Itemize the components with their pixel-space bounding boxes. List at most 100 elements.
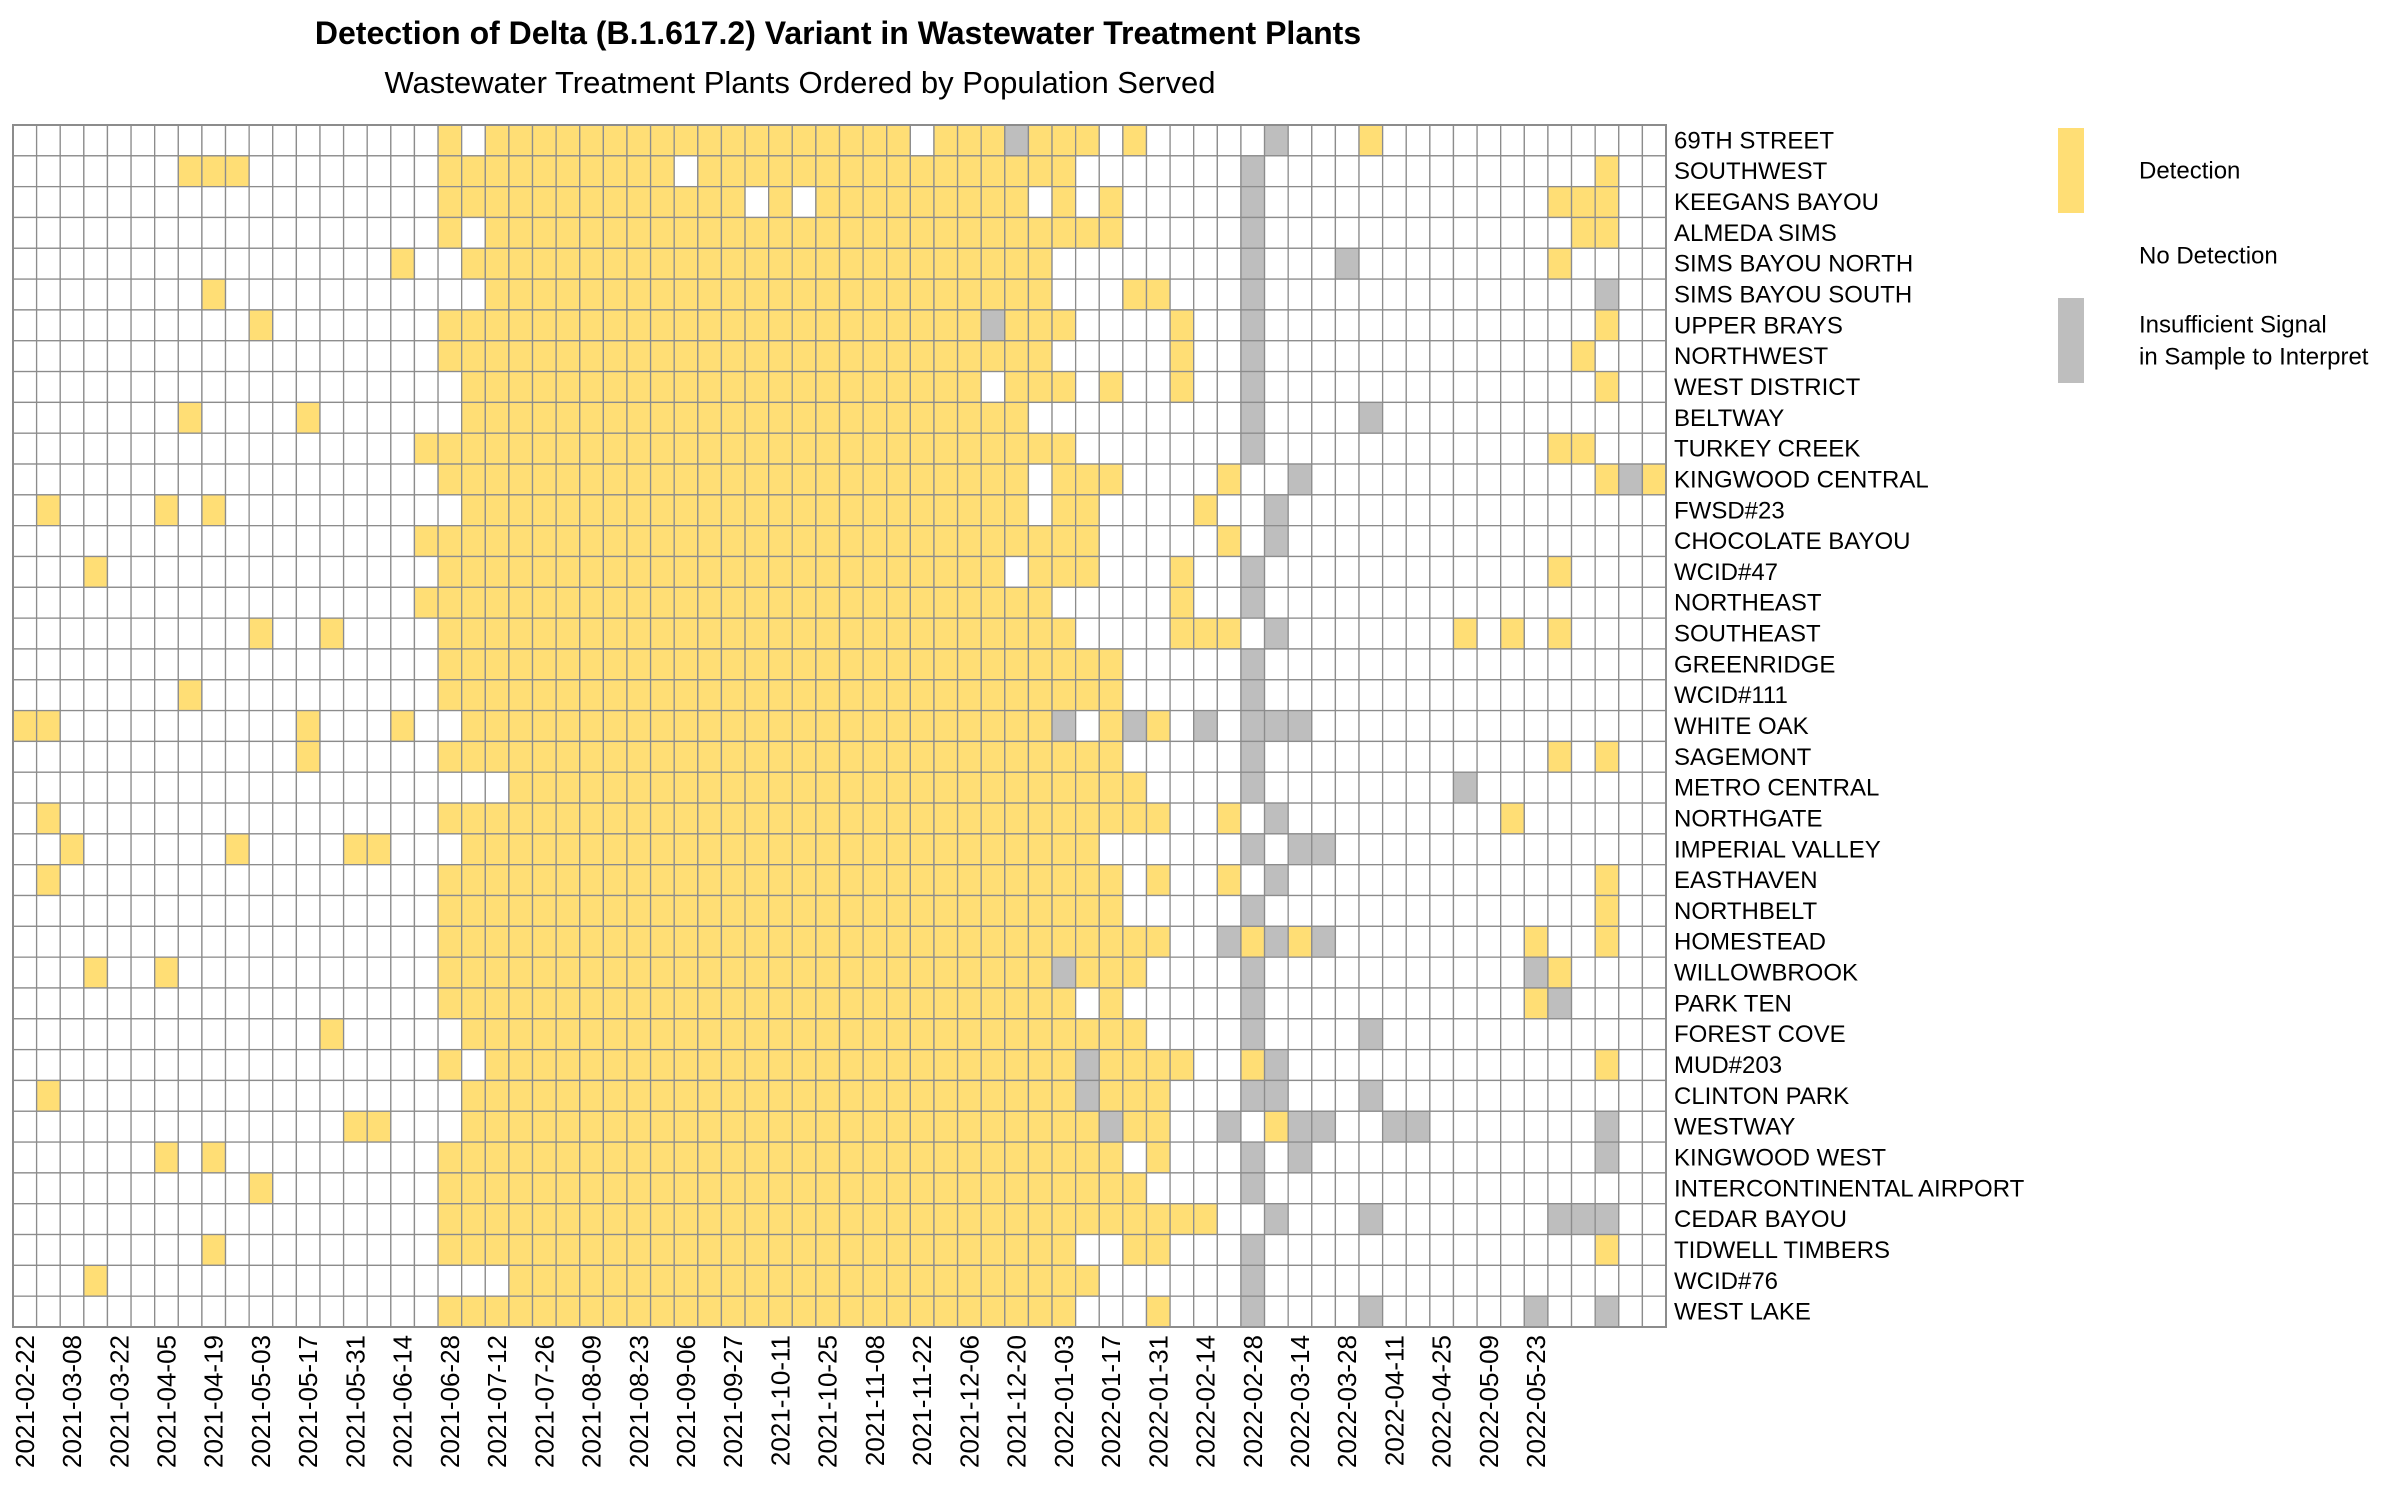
heatmap-cell: [1334, 617, 1360, 650]
heatmap-cell: [272, 1233, 298, 1267]
heatmap-cell: [1405, 432, 1431, 465]
heatmap-cell: [649, 987, 675, 1020]
heatmap-cell: [1381, 802, 1407, 835]
heatmap-cell: [319, 771, 345, 804]
heatmap-cell: [342, 278, 368, 311]
heatmap-cell: [177, 864, 203, 897]
heatmap-cell: [1452, 370, 1478, 404]
heatmap-cell: [673, 802, 699, 835]
heatmap-cell: [248, 309, 274, 342]
heatmap-cell: [933, 771, 959, 804]
heatmap-cell: [59, 1079, 85, 1112]
heatmap-cell: [1358, 494, 1384, 527]
heatmap-cell: [815, 740, 841, 773]
heatmap-cell: [1618, 216, 1644, 249]
heatmap-cell: [201, 894, 227, 927]
heatmap-cell: [224, 432, 250, 465]
heatmap-cell: [1358, 1233, 1384, 1267]
heatmap-cell: [1193, 1079, 1218, 1112]
heatmap-cell: [272, 802, 298, 835]
heatmap-cell: [579, 1079, 604, 1112]
heatmap-cell: [744, 401, 770, 434]
heatmap-cell: [956, 1141, 982, 1174]
heatmap-cell: [83, 216, 109, 249]
heatmap-cell: [295, 124, 321, 157]
heatmap-cell: [1381, 956, 1407, 989]
heatmap-cell: [626, 401, 652, 434]
heatmap-cell: [1547, 401, 1573, 434]
heatmap-cell: [461, 925, 486, 958]
heatmap-cell: [909, 709, 935, 743]
heatmap-cell: [1145, 555, 1171, 588]
heatmap-cell: [83, 401, 109, 434]
heatmap-cell: [390, 1264, 416, 1297]
heatmap-cell: [980, 1018, 1006, 1051]
heatmap-cell: [1051, 925, 1077, 958]
heatmap-cell: [1051, 370, 1077, 404]
heatmap-cell: [838, 802, 864, 835]
plant-label: TURKEY CREEK: [1674, 436, 1860, 463]
heatmap-cell: [1594, 1203, 1620, 1236]
heatmap-cell: [980, 401, 1006, 434]
heatmap-cell: [12, 155, 38, 188]
heatmap-cell: [1027, 463, 1053, 496]
heatmap-cell: [272, 771, 298, 804]
heatmap-cell: [1240, 1141, 1266, 1174]
heatmap-cell: [484, 987, 510, 1020]
heatmap-cell: [555, 956, 581, 989]
heatmap-cell: [1523, 925, 1549, 958]
heatmap-cell: [12, 216, 38, 249]
heatmap-cell: [1405, 124, 1431, 157]
heatmap-cell: [768, 247, 793, 280]
heatmap-cell: [815, 1018, 841, 1051]
heatmap-cell: [1381, 1172, 1407, 1205]
heatmap-cell: [862, 247, 888, 280]
heatmap-cell: [791, 401, 817, 434]
heatmap-cell: [1547, 1203, 1573, 1236]
heatmap-cell: [295, 155, 321, 188]
heatmap-cell: [366, 525, 392, 558]
heatmap-cell: [248, 401, 274, 434]
heatmap-cell: [720, 155, 746, 188]
heatmap-cell: [295, 833, 321, 866]
heatmap-cell: [508, 1079, 534, 1112]
heatmap-cell: [1193, 1018, 1218, 1051]
heatmap-cell: [1618, 1264, 1644, 1297]
heatmap-cell: [815, 1079, 841, 1112]
heatmap-cell: [697, 987, 723, 1020]
heatmap-cell: [1570, 309, 1596, 342]
heatmap-cell: [461, 401, 486, 434]
heatmap-cell: [1240, 555, 1266, 588]
heatmap-cell: [956, 802, 982, 835]
heatmap-cell: [1098, 1264, 1124, 1297]
heatmap-cell: [319, 1264, 345, 1297]
heatmap-cell: [1452, 525, 1478, 558]
heatmap-cell: [224, 1295, 250, 1328]
heatmap-cell: [106, 1110, 132, 1143]
heatmap-cell: [59, 1233, 85, 1267]
heatmap-cell: [508, 679, 534, 712]
heatmap-cell: [1358, 401, 1384, 434]
heatmap-cell: [1122, 340, 1148, 373]
heatmap-cell: [815, 247, 841, 280]
heatmap-cell: [1169, 1018, 1195, 1051]
heatmap-cell: [1334, 247, 1360, 280]
heatmap-cell: [177, 1048, 203, 1082]
heatmap-cell: [649, 679, 675, 712]
heatmap-cell: [886, 956, 911, 989]
heatmap-cell: [579, 1295, 604, 1328]
heatmap-cell: [83, 740, 109, 773]
heatmap-cell: [1311, 833, 1337, 866]
heatmap-cell: [106, 494, 132, 527]
heatmap-cell: [649, 432, 675, 465]
heatmap-cell: [319, 1233, 345, 1267]
heatmap-cell: [980, 987, 1006, 1020]
heatmap-cell: [555, 894, 581, 927]
heatmap-cell: [720, 1233, 746, 1267]
heatmap-cell: [295, 340, 321, 373]
heatmap-cell: [366, 1018, 392, 1051]
heatmap-cell: [1027, 155, 1053, 188]
heatmap-cell: [602, 525, 628, 558]
heatmap-cell: [1618, 1233, 1644, 1267]
heatmap-cell: [1476, 679, 1502, 712]
